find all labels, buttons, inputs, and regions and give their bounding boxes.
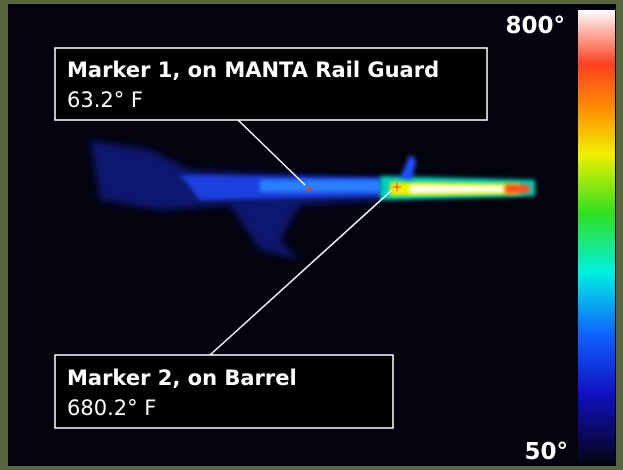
scale-min: 50° [524, 439, 568, 465]
marker-reading: 63.2° F [67, 88, 143, 112]
marker-reading: 680.2° F [67, 396, 156, 420]
thermal-screenshot: 800° 50° Marker 1, on MANTA Rail Guard 6… [0, 0, 623, 470]
scale-max: 800° [505, 13, 565, 39]
marker-label: Marker 2, on Barrel [67, 366, 297, 390]
color-scale-bar [578, 10, 615, 462]
marker-label: Marker 1, on MANTA Rail Guard [67, 58, 439, 82]
